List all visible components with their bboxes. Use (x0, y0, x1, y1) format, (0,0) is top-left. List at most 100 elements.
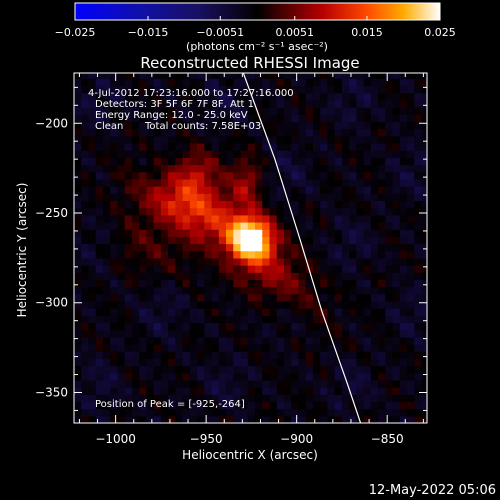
heatmap-cell (139, 143, 148, 151)
heatmap-cell (197, 221, 205, 230)
heatmap-cell (175, 99, 184, 108)
heatmap-cell (233, 200, 242, 209)
heatmap-cell (182, 128, 191, 137)
heatmap-cell (211, 214, 220, 223)
heatmap-cell (117, 178, 126, 187)
heatmap-cell (197, 308, 205, 316)
heatmap-cell (305, 200, 314, 209)
heatmap-cell (110, 114, 119, 123)
heatmap-cell (233, 128, 242, 137)
heatmap-cell (385, 193, 394, 202)
heatmap-cell (204, 272, 213, 281)
heatmap-cell (139, 107, 148, 115)
heatmap-cell (298, 214, 307, 223)
heatmap-cell (255, 164, 263, 173)
heatmap-cell (74, 336, 82, 345)
heatmap-cell (399, 114, 408, 123)
heatmap-cell (247, 415, 256, 423)
heatmap-cell (269, 365, 278, 374)
heatmap-cell (320, 286, 329, 295)
heatmap-cell (74, 164, 82, 173)
heatmap-cell (392, 250, 401, 259)
heatmap-cell (255, 150, 263, 158)
heatmap-cell (378, 157, 386, 166)
heatmap-cell (327, 207, 336, 216)
heatmap-cell (124, 308, 133, 316)
heatmap-cell (168, 322, 176, 331)
heatmap-cell (197, 99, 205, 108)
heatmap-cell (182, 99, 191, 108)
heatmap-cell (399, 92, 408, 101)
heatmap-cell (407, 336, 415, 345)
heatmap-cell (218, 272, 227, 281)
heatmap-cell (189, 178, 198, 187)
heatmap-cell (421, 92, 427, 101)
heatmap-cell (334, 315, 343, 324)
heatmap-cell (283, 329, 292, 338)
heatmap-cell (262, 322, 271, 331)
heatmap-cell (88, 150, 97, 158)
heatmap-cell (95, 379, 104, 388)
heatmap-cell (160, 365, 169, 374)
heatmap-cell (168, 265, 176, 273)
heatmap-cell (182, 408, 191, 417)
heatmap-cell (211, 178, 220, 187)
heatmap-cell (74, 308, 82, 316)
heatmap-cell (370, 379, 379, 388)
heatmap-cell (146, 286, 155, 295)
heatmap-cell (421, 308, 427, 316)
heatmap-cell (363, 322, 372, 331)
heatmap-cell (378, 236, 386, 245)
heatmap-cell (204, 379, 213, 388)
heatmap-cell (168, 193, 176, 202)
heatmap-cell (247, 293, 256, 302)
heatmap-cell (298, 394, 307, 403)
heatmap-cell (124, 250, 133, 259)
heatmap-cell (102, 207, 111, 216)
heatmap-cell (356, 143, 365, 151)
heatmap-cell (74, 236, 82, 245)
heatmap-cell (334, 164, 343, 173)
heatmap-cell (421, 387, 427, 395)
heatmap-cell (88, 351, 97, 359)
heatmap-cell (189, 308, 198, 316)
heatmap-cell (356, 128, 365, 137)
heatmap-cell (204, 107, 213, 115)
heatmap-cell (291, 308, 300, 316)
heatmap-cell (255, 344, 263, 352)
heatmap-cell (392, 78, 401, 87)
heatmap-cell (385, 107, 394, 115)
heatmap-cell (182, 308, 191, 316)
heatmap-cell (131, 415, 140, 423)
heatmap-cell (146, 394, 155, 403)
heatmap-cell (218, 358, 227, 367)
heatmap-cell (407, 221, 415, 230)
heatmap-cell (378, 379, 386, 388)
heatmap-cell (421, 207, 427, 216)
heatmap-cell (240, 236, 249, 245)
heatmap-cell (363, 193, 372, 202)
heatmap-cell (356, 415, 365, 423)
heatmap-cell (399, 265, 408, 273)
heatmap-cell (74, 143, 82, 151)
heatmap-cell (131, 315, 140, 324)
heatmap-cell (168, 128, 176, 137)
heatmap-cell (305, 164, 314, 173)
heatmap-cell (95, 92, 104, 101)
heatmap-cell (81, 214, 90, 223)
heatmap-cell (255, 387, 263, 395)
heatmap-cell (211, 279, 220, 288)
heatmap-cell (341, 92, 350, 101)
heatmap-cell (146, 114, 155, 123)
heatmap-cell (226, 250, 234, 259)
heatmap-cell (124, 358, 133, 367)
heatmap-cell (327, 257, 336, 266)
heatmap-cell (233, 308, 242, 316)
heatmap-cell (407, 143, 415, 151)
heatmap-cell (399, 336, 408, 345)
heatmap-cell (298, 207, 307, 216)
heatmap-cell (283, 408, 292, 417)
heatmap-cell (363, 315, 372, 324)
heatmap-cell (160, 243, 169, 252)
heatmap-cell (226, 214, 234, 223)
